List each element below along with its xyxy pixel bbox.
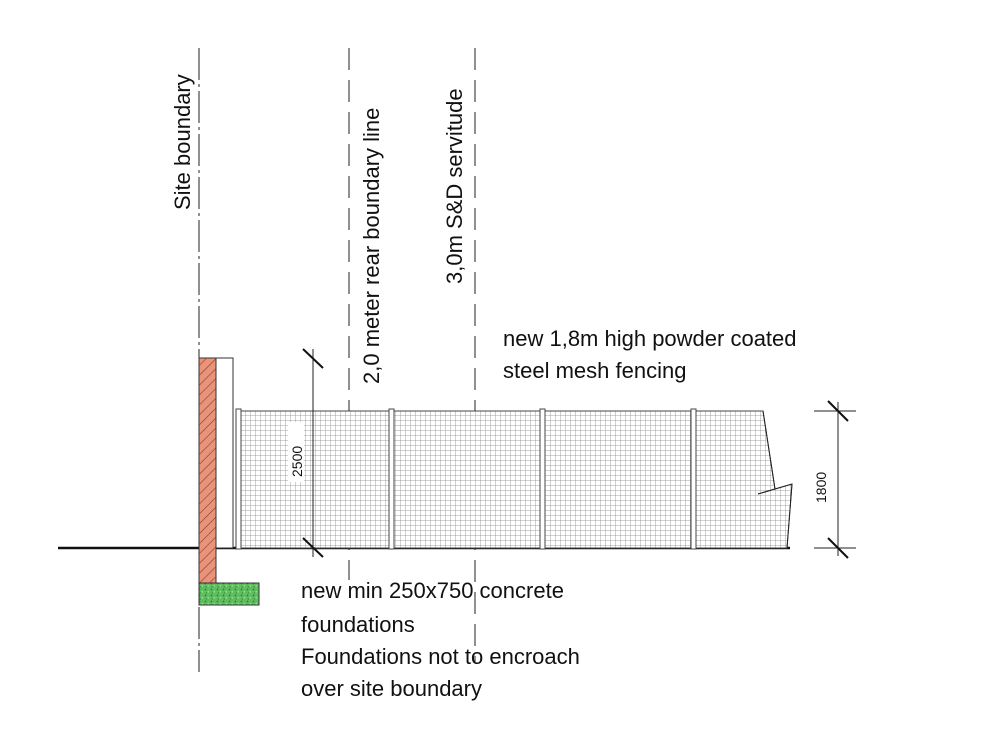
foundation-note-line-2: foundations bbox=[301, 612, 415, 637]
foundation-note-line-1: new min 250x750 concrete bbox=[301, 578, 564, 603]
plaster-layer bbox=[215, 357, 234, 549]
wall-height-value: 2500 bbox=[289, 446, 305, 477]
mesh-fence bbox=[239, 410, 793, 549]
fence-post bbox=[539, 408, 546, 550]
servitude-label: 3,0m S&D servitude bbox=[442, 88, 467, 284]
fence-height-value: 1800 bbox=[813, 472, 829, 503]
fence-break-symbol bbox=[757, 410, 793, 549]
concrete-foundation bbox=[198, 582, 260, 606]
foundation-note-line-4: over site boundary bbox=[301, 676, 482, 701]
foundation-note-line-3: Foundations not to encroach bbox=[301, 644, 580, 669]
wall-height-dimension bbox=[288, 348, 324, 558]
fence-post bbox=[388, 408, 395, 550]
fence-post bbox=[690, 408, 697, 550]
site-boundary-label: Site boundary bbox=[170, 74, 195, 210]
fence-post bbox=[235, 408, 242, 550]
brick-wall-hatch bbox=[199, 358, 216, 583]
fence-note-line-1: new 1,8m high powder coated bbox=[503, 326, 797, 351]
fence-note-line-2: steel mesh fencing bbox=[503, 358, 686, 383]
rear-boundary-label: 2,0 meter rear boundary line bbox=[359, 108, 384, 384]
fence-height-dimension bbox=[814, 400, 856, 559]
